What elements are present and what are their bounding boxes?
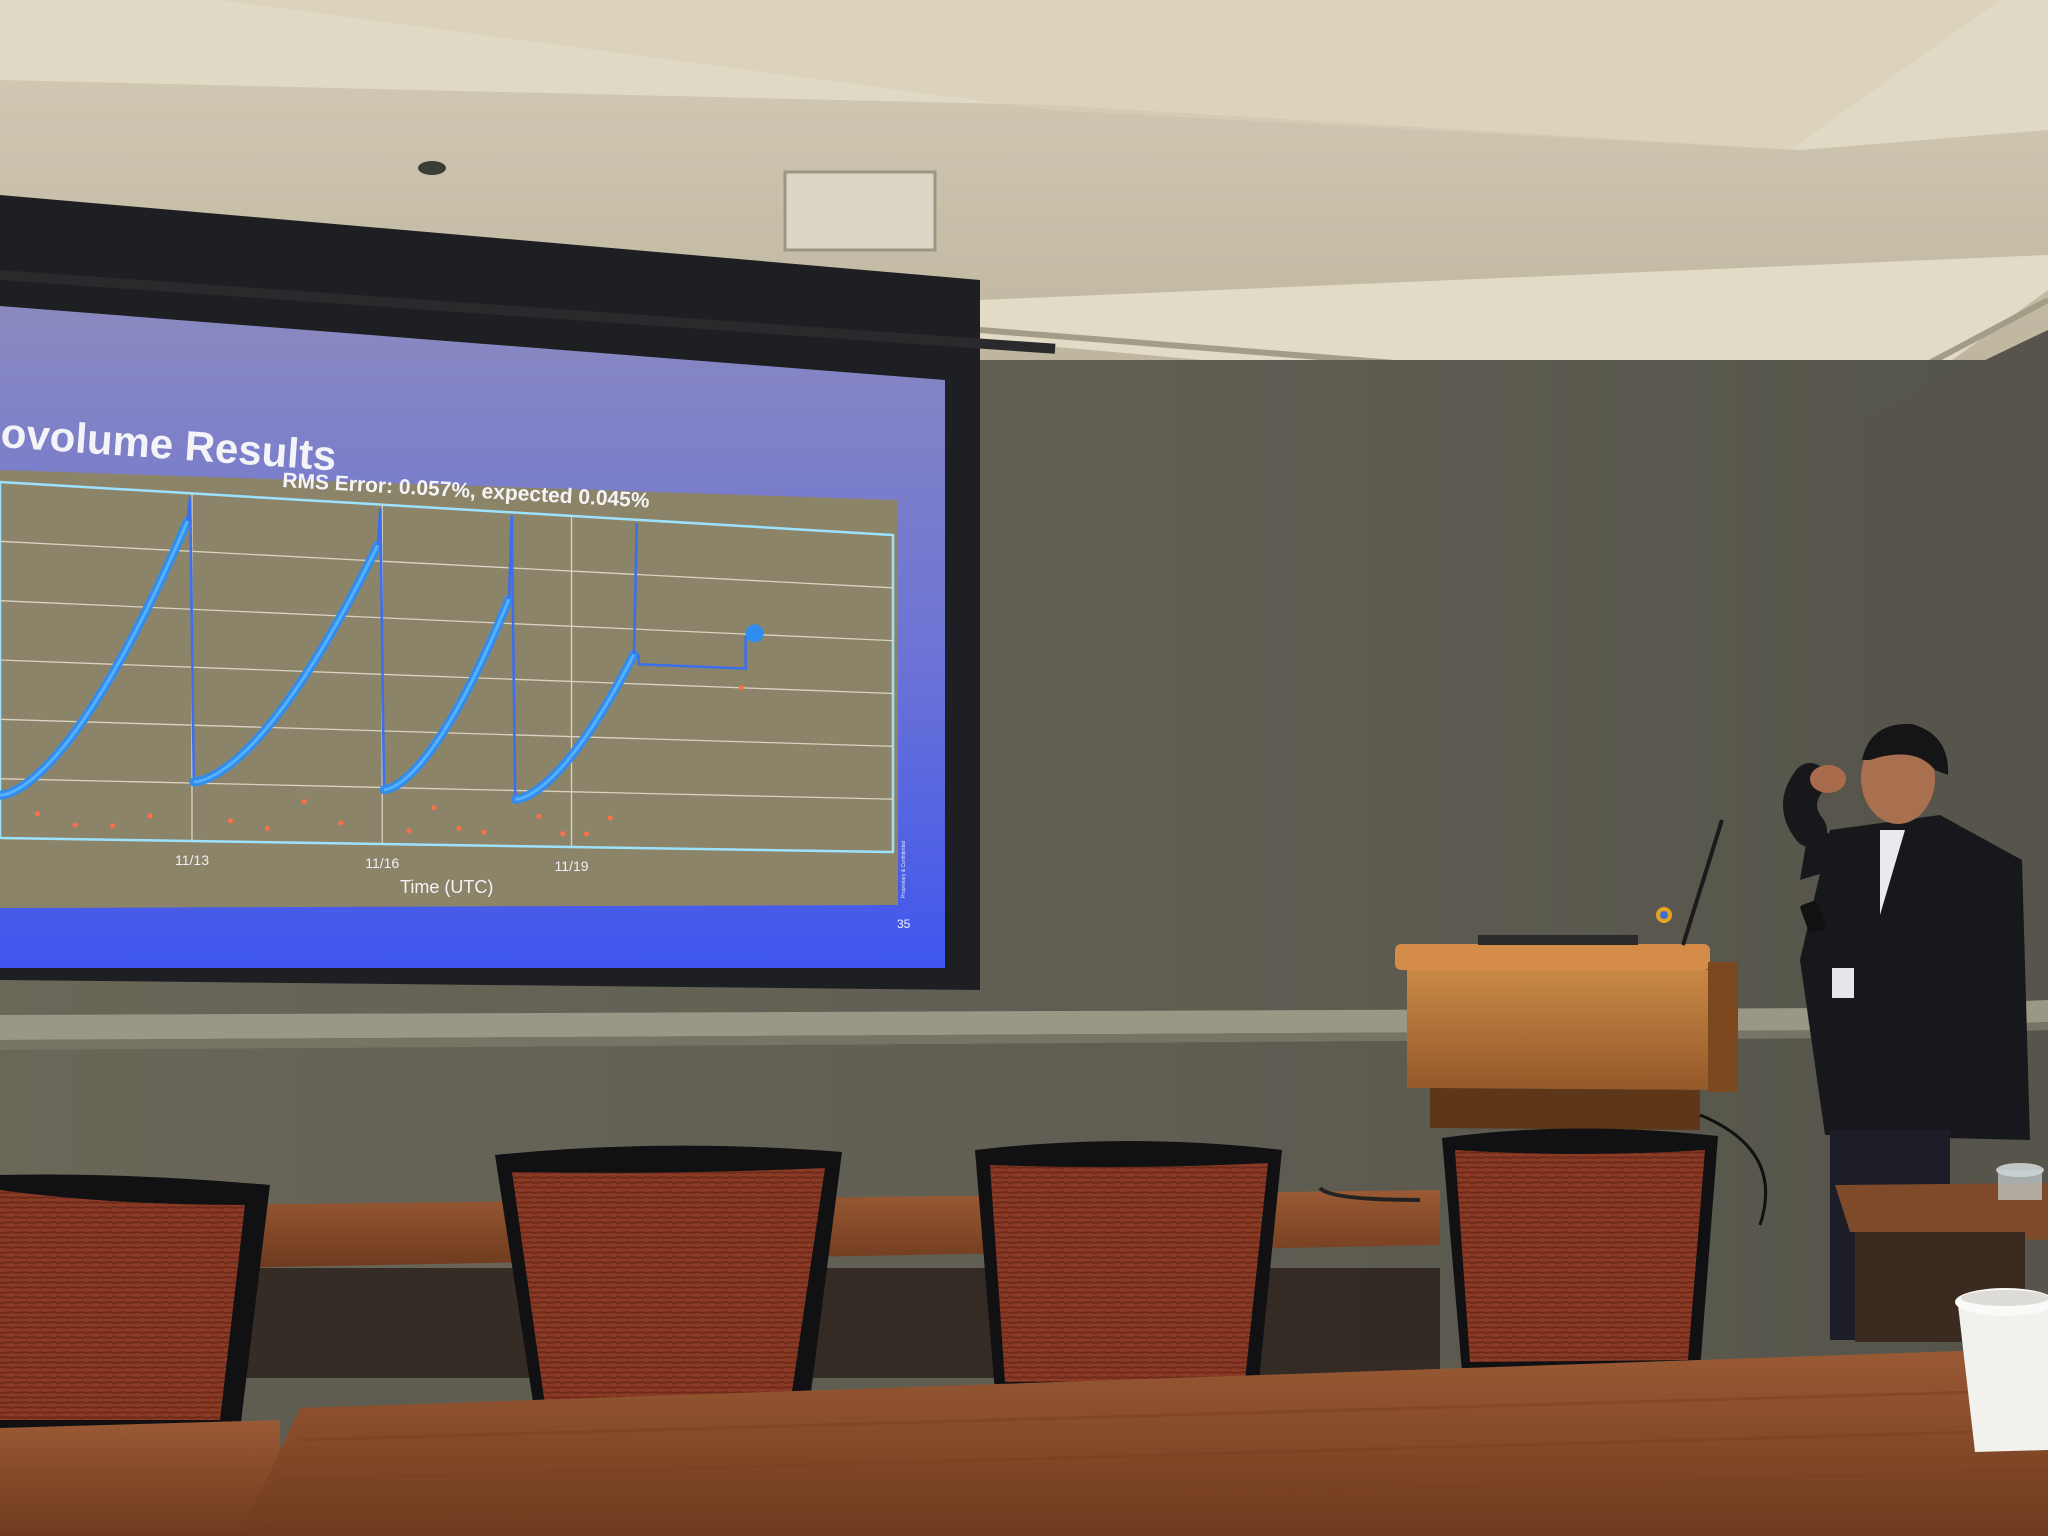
outlier-point: [264, 825, 270, 831]
presentation-slide: ovolume Results 11/13 11/16 11/19 RMS Erro…: [0, 306, 945, 968]
x-tick-label: 11/13: [175, 852, 209, 868]
chair-3: [975, 1141, 1282, 1392]
outlier-point: [560, 831, 566, 837]
outlier-point: [338, 820, 344, 826]
series-cycle-highlight: [515, 653, 636, 801]
outlier-point: [35, 811, 41, 817]
series-reset-drop: [510, 515, 517, 800]
x-tick-label: 11/16: [365, 855, 399, 871]
ceiling: [0, 0, 2048, 420]
outlier-point: [147, 813, 153, 819]
outlier-point: [536, 814, 542, 820]
outlier-point: [110, 823, 116, 829]
chair-2: [495, 1145, 842, 1415]
slide-page-number: 35: [897, 917, 911, 931]
gridline-horizontal: [0, 778, 894, 800]
x-tick-label: 11/19: [555, 858, 589, 874]
name-badge: [1832, 968, 1854, 998]
outlier-point: [431, 805, 437, 811]
podium-microphone: [1681, 819, 1724, 946]
outlier-point: [406, 828, 412, 834]
chart-x-ticks: 11/13 11/16 11/19: [175, 852, 589, 874]
outlier-point: [481, 829, 487, 835]
outlier-point: [607, 815, 613, 821]
outlier-point: [301, 799, 307, 805]
outlier-point: [72, 822, 78, 828]
series-cycle-highlight: [0, 520, 189, 797]
side-table: [1835, 1163, 2048, 1342]
ceiling-vent: [783, 170, 937, 252]
series-tail-line: [637, 636, 747, 670]
paper-coffee-cup: [1955, 1288, 2048, 1452]
series-reset-spike: [632, 523, 638, 655]
gridline-horizontal: [0, 659, 894, 695]
series-cycle-highlight: [383, 598, 511, 792]
chair-1: [0, 1174, 270, 1430]
chart-x-axis-label: Time (UTC): [400, 877, 493, 897]
chart-panel: 11/13 11/16 11/19 RMS Error: 0.057%, expec…: [0, 469, 898, 908]
slide-footer-note: Proprietary & Confidential: [901, 841, 907, 898]
series-end-cluster: [745, 624, 764, 643]
ceiling-light: [418, 161, 446, 175]
outlier-point: [738, 685, 744, 691]
series-reset-drop: [188, 496, 196, 782]
gridline-horizontal: [0, 540, 894, 589]
chair-4: [1442, 1113, 1768, 1372]
chart-series: [0, 496, 764, 837]
outlier-point: [584, 831, 590, 837]
laptop: [1478, 935, 1638, 945]
front-table: [0, 1288, 2048, 1536]
outlier-point: [228, 818, 234, 824]
podium: [1395, 819, 1738, 1130]
series-cycle-highlight: [193, 544, 380, 784]
series-reset-drop: [379, 507, 386, 790]
outlier-point: [456, 825, 462, 831]
